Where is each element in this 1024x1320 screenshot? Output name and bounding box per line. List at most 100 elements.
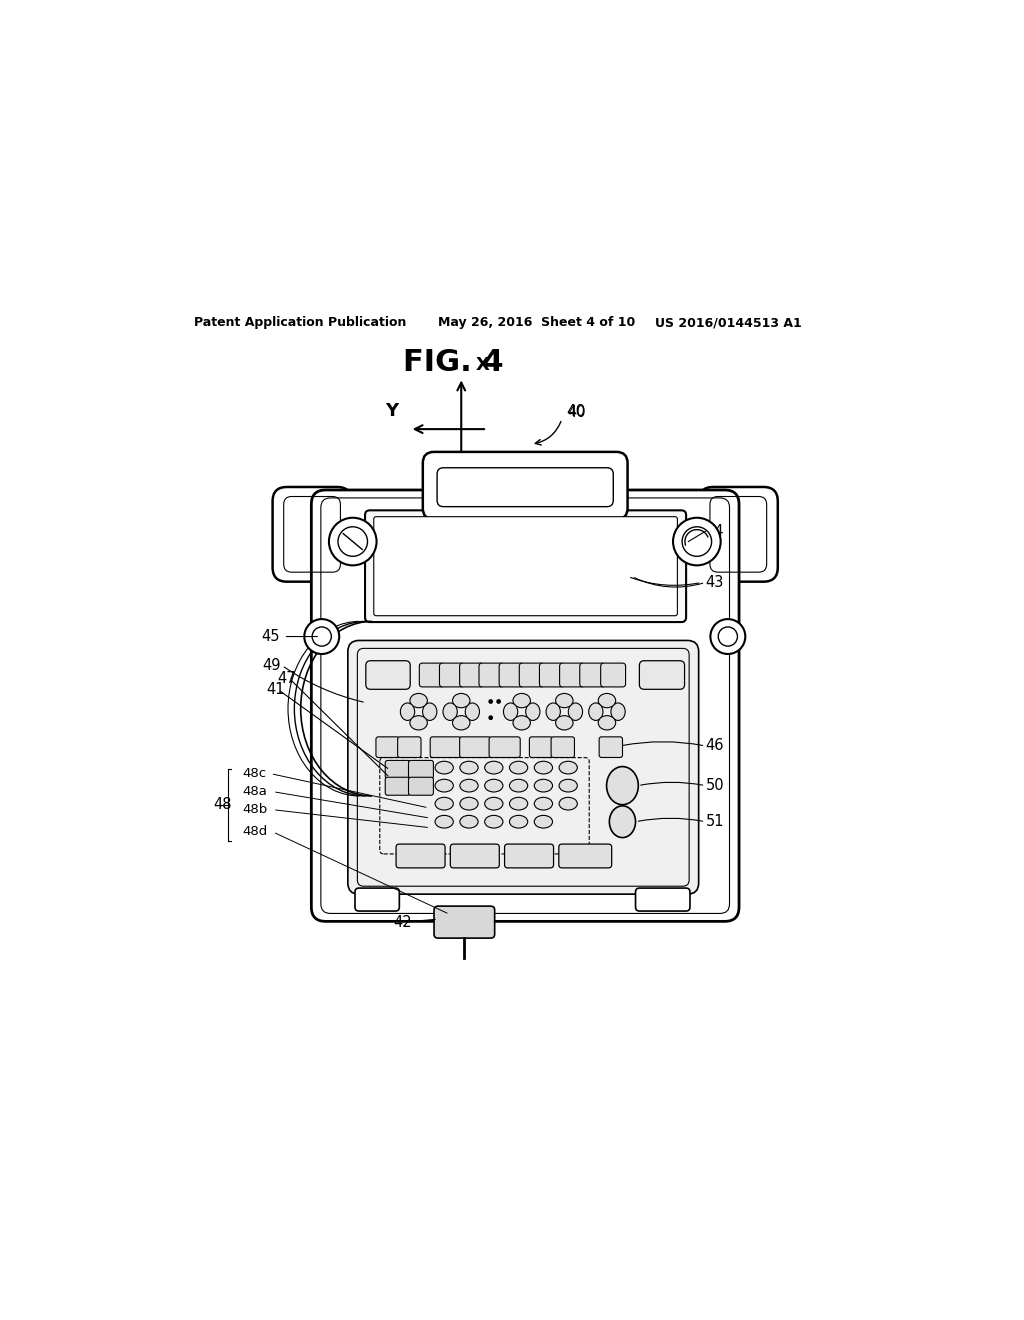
FancyBboxPatch shape <box>366 661 411 689</box>
Circle shape <box>497 700 501 704</box>
Text: 48a: 48a <box>243 785 267 799</box>
Circle shape <box>682 527 712 556</box>
Ellipse shape <box>423 704 437 721</box>
Circle shape <box>329 517 377 565</box>
FancyBboxPatch shape <box>365 511 686 622</box>
Ellipse shape <box>556 693 573 708</box>
FancyBboxPatch shape <box>396 843 445 867</box>
Ellipse shape <box>556 715 573 730</box>
FancyBboxPatch shape <box>409 760 433 779</box>
Text: 48b: 48b <box>243 803 268 816</box>
FancyBboxPatch shape <box>397 737 421 758</box>
Ellipse shape <box>453 715 470 730</box>
Text: 47: 47 <box>278 671 296 686</box>
Ellipse shape <box>525 704 540 721</box>
Text: Y: Y <box>385 401 397 420</box>
Text: 50: 50 <box>706 777 724 793</box>
FancyBboxPatch shape <box>601 663 626 686</box>
Ellipse shape <box>535 762 553 774</box>
FancyBboxPatch shape <box>639 661 685 689</box>
Text: 41: 41 <box>266 682 285 697</box>
Ellipse shape <box>546 704 560 721</box>
Text: May 26, 2016  Sheet 4 of 10: May 26, 2016 Sheet 4 of 10 <box>438 317 635 329</box>
Ellipse shape <box>606 767 638 805</box>
FancyBboxPatch shape <box>540 663 564 686</box>
Text: 48c: 48c <box>243 767 267 780</box>
Ellipse shape <box>484 779 503 792</box>
Ellipse shape <box>510 797 527 810</box>
Ellipse shape <box>484 797 503 810</box>
Text: Patent Application Publication: Patent Application Publication <box>194 317 407 329</box>
FancyBboxPatch shape <box>529 737 553 758</box>
Text: US 2016/0144513 A1: US 2016/0144513 A1 <box>655 317 802 329</box>
Circle shape <box>488 715 494 721</box>
Ellipse shape <box>460 816 478 828</box>
Ellipse shape <box>568 704 583 721</box>
Text: X: X <box>475 355 489 374</box>
Text: 40: 40 <box>567 405 586 420</box>
Ellipse shape <box>460 762 478 774</box>
FancyBboxPatch shape <box>559 663 585 686</box>
Ellipse shape <box>435 779 454 792</box>
Ellipse shape <box>504 704 518 721</box>
Text: 51: 51 <box>706 814 724 829</box>
Text: 49: 49 <box>262 657 281 673</box>
Text: FIG. 4: FIG. 4 <box>403 348 504 378</box>
Ellipse shape <box>559 762 578 774</box>
Ellipse shape <box>609 805 636 838</box>
FancyBboxPatch shape <box>272 487 351 582</box>
Ellipse shape <box>484 816 503 828</box>
Ellipse shape <box>513 715 530 730</box>
Text: 48: 48 <box>213 797 231 812</box>
Ellipse shape <box>535 816 553 828</box>
Ellipse shape <box>460 797 478 810</box>
FancyBboxPatch shape <box>451 843 500 867</box>
FancyBboxPatch shape <box>434 906 495 939</box>
FancyBboxPatch shape <box>460 663 483 686</box>
Ellipse shape <box>460 779 478 792</box>
Ellipse shape <box>559 797 578 810</box>
Ellipse shape <box>400 704 415 721</box>
FancyBboxPatch shape <box>499 663 524 686</box>
FancyBboxPatch shape <box>489 737 520 758</box>
Ellipse shape <box>510 779 527 792</box>
FancyBboxPatch shape <box>385 777 411 795</box>
Circle shape <box>338 527 368 556</box>
Ellipse shape <box>465 704 479 721</box>
Text: 40: 40 <box>566 404 585 418</box>
Ellipse shape <box>611 704 626 721</box>
Ellipse shape <box>484 762 503 774</box>
Circle shape <box>304 619 339 653</box>
Ellipse shape <box>435 816 454 828</box>
Circle shape <box>673 517 721 565</box>
FancyBboxPatch shape <box>580 663 605 686</box>
FancyBboxPatch shape <box>348 640 698 894</box>
Ellipse shape <box>598 693 615 708</box>
FancyBboxPatch shape <box>479 663 504 686</box>
FancyBboxPatch shape <box>430 737 461 758</box>
Circle shape <box>711 619 745 653</box>
Text: 46: 46 <box>706 738 724 754</box>
FancyBboxPatch shape <box>376 737 399 758</box>
FancyBboxPatch shape <box>409 777 433 795</box>
FancyBboxPatch shape <box>385 760 411 779</box>
Text: 44: 44 <box>706 524 724 539</box>
FancyBboxPatch shape <box>460 737 490 758</box>
Text: 42: 42 <box>393 915 412 929</box>
Ellipse shape <box>535 797 553 810</box>
FancyBboxPatch shape <box>423 451 628 519</box>
FancyBboxPatch shape <box>698 487 778 582</box>
Circle shape <box>718 627 737 647</box>
Ellipse shape <box>510 816 527 828</box>
Text: 43: 43 <box>706 576 724 590</box>
FancyBboxPatch shape <box>559 843 611 867</box>
Text: 48d: 48d <box>243 825 268 838</box>
FancyArrowPatch shape <box>536 421 561 445</box>
Ellipse shape <box>510 762 527 774</box>
Ellipse shape <box>513 693 530 708</box>
FancyBboxPatch shape <box>599 737 623 758</box>
Text: 45: 45 <box>261 630 280 644</box>
FancyBboxPatch shape <box>419 663 444 686</box>
Ellipse shape <box>598 715 615 730</box>
FancyBboxPatch shape <box>551 737 574 758</box>
